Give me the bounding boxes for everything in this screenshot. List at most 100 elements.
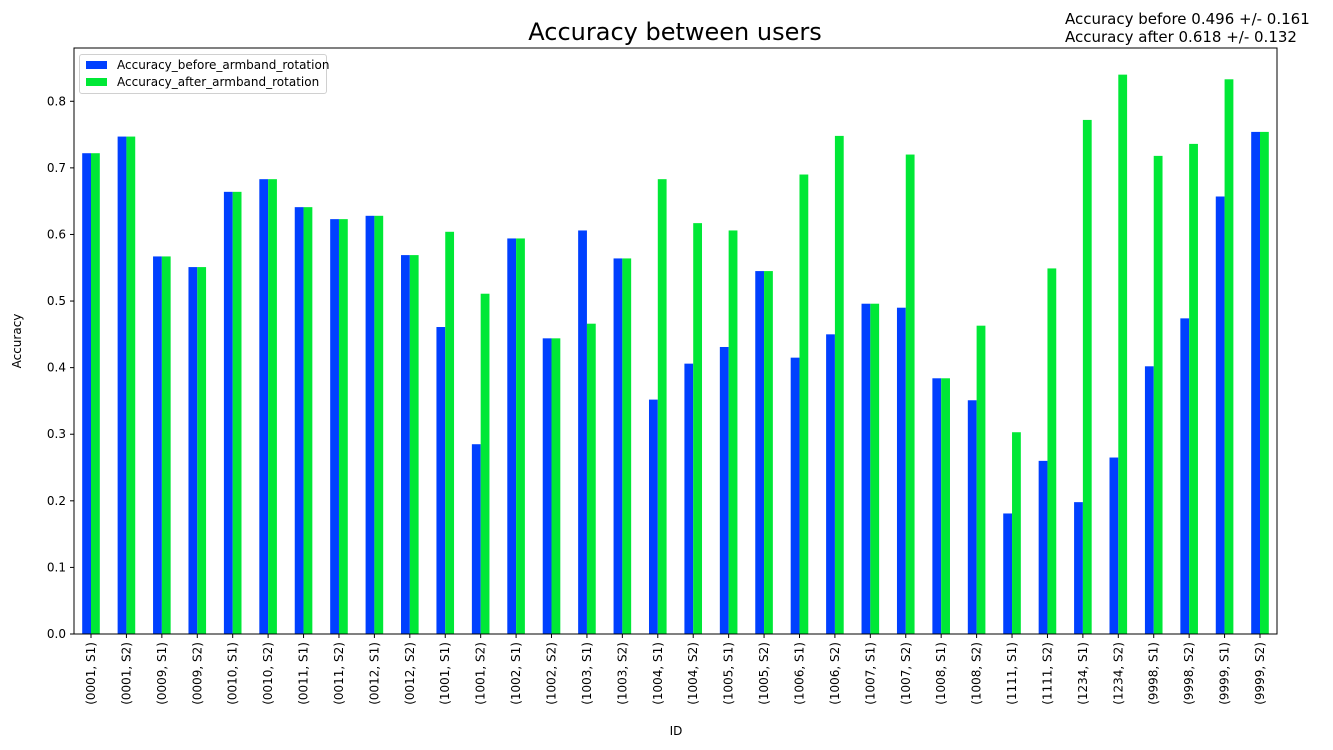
x-tick-label: (9999, S1): [1218, 642, 1232, 705]
bar-before-13: [542, 338, 552, 634]
chart-legend: Accuracy_before_armband_rotation Accurac…: [79, 54, 330, 94]
bar-after-33: [1260, 131, 1269, 634]
bar-before-10: [436, 327, 446, 634]
bar-after-11: [480, 293, 490, 634]
bar-before-24: [932, 378, 942, 634]
accuracy-stats: Accuracy before 0.496 +/- 0.161 Accuracy…: [1065, 10, 1310, 46]
legend-item-after: Accuracy_after_armband_rotation: [86, 74, 319, 90]
x-tick-label: (1001, S1): [438, 642, 452, 705]
x-tick-label: (0011, S1): [297, 642, 311, 705]
bar-before-16: [648, 399, 658, 634]
bar-before-2: [153, 256, 162, 634]
x-axis-label: ID: [670, 724, 683, 738]
bar-before-1: [117, 136, 127, 634]
bar-before-8: [365, 215, 375, 634]
chart-title: Accuracy between users: [528, 18, 822, 46]
x-tick-label: (0011, S2): [332, 642, 346, 705]
bar-before-23: [896, 307, 906, 634]
x-tick-label: (1234, S2): [1111, 642, 1125, 705]
bar-after-3: [197, 267, 207, 634]
bar-after-4: [232, 191, 242, 634]
y-tick-label: 0.1: [47, 560, 66, 574]
bar-after-15: [622, 258, 632, 634]
bar-after-24: [941, 378, 950, 634]
bar-before-27: [1038, 460, 1048, 634]
x-tick-label: (1111, S1): [1005, 642, 1019, 705]
bar-before-25: [967, 400, 977, 634]
bar-after-31: [1189, 143, 1198, 634]
bar-before-32: [1215, 196, 1225, 634]
bar-before-21: [826, 334, 835, 634]
bar-before-0: [82, 153, 91, 634]
x-tick-label: (1004, S1): [651, 642, 665, 705]
bars-group: [82, 74, 1269, 635]
legend-swatch-before: [86, 61, 107, 69]
x-tick-label: (1007, S2): [899, 642, 913, 705]
accuracy-after-stat: Accuracy after 0.618 +/- 0.132: [1065, 28, 1297, 46]
x-tick-label: (0009, S1): [155, 642, 169, 705]
plot-frame: [73, 47, 1278, 635]
bar-before-28: [1074, 502, 1083, 634]
x-tick-label: (1003, S1): [580, 642, 594, 705]
bar-after-14: [586, 323, 596, 634]
bar-before-12: [507, 238, 517, 634]
bar-before-7: [330, 219, 339, 634]
y-tick-label: 0.4: [47, 361, 66, 375]
y-tick-label: 0.8: [47, 94, 66, 108]
bar-after-19: [764, 271, 773, 634]
bar-after-10: [445, 231, 455, 635]
y-axis-ticks: 0.0 0.1 0.2 0.3 0.4 0.5 0.6 0.7 0.8: [47, 94, 74, 641]
legend-label-before: Accuracy_before_armband_rotation: [117, 58, 330, 72]
bar-before-3: [188, 267, 198, 634]
x-tick-label: (9998, S1): [1147, 642, 1161, 705]
bar-after-12: [516, 238, 525, 634]
bar-after-8: [374, 215, 384, 634]
bar-before-17: [684, 363, 694, 634]
bar-before-15: [613, 258, 623, 634]
bar-before-5: [259, 179, 269, 634]
bar-before-20: [790, 357, 800, 634]
x-tick-label: (1005, S1): [722, 642, 736, 705]
x-tick-label: (1111, S2): [1040, 642, 1054, 705]
bar-after-28: [1082, 119, 1092, 635]
x-tick-label: (1002, S1): [509, 642, 523, 705]
x-tick-label: (1006, S2): [828, 642, 842, 705]
x-tick-label: (1234, S1): [1076, 642, 1090, 705]
bar-after-6: [303, 207, 313, 634]
bar-after-32: [1224, 79, 1234, 635]
bar-after-2: [161, 256, 171, 634]
bar-after-17: [693, 223, 703, 634]
legend-swatch-after: [86, 78, 107, 86]
bar-before-22: [861, 303, 871, 634]
x-tick-label: (1003, S2): [615, 642, 629, 705]
x-tick-label: (0009, S2): [190, 642, 204, 705]
x-tick-label: (1008, S1): [934, 642, 948, 705]
x-tick-label: (0001, S1): [84, 642, 98, 705]
bar-after-22: [870, 303, 880, 634]
y-tick-label: 0.0: [47, 627, 66, 641]
legend-label-after: Accuracy_after_armband_rotation: [117, 75, 320, 89]
bar-after-16: [657, 179, 667, 634]
bar-before-29: [1109, 457, 1119, 634]
bar-before-19: [755, 271, 765, 634]
y-axis-label: Accuracy: [10, 314, 24, 369]
bar-after-5: [268, 179, 277, 634]
bar-after-26: [1012, 432, 1021, 634]
x-tick-label: (1002, S2): [545, 642, 559, 705]
x-tick-label: (1005, S2): [757, 642, 771, 705]
bar-after-27: [1047, 268, 1057, 634]
bar-before-14: [578, 230, 587, 634]
x-tick-label: (9998, S2): [1182, 642, 1196, 705]
bar-before-18: [719, 346, 729, 634]
bar-before-11: [471, 444, 481, 634]
bar-before-26: [1003, 513, 1013, 634]
bar-after-30: [1153, 155, 1163, 634]
y-tick-label: 0.2: [47, 494, 66, 508]
bar-after-21: [834, 135, 844, 634]
x-tick-label: (1008, S2): [970, 642, 984, 705]
bar-before-30: [1144, 366, 1154, 634]
bar-after-25: [976, 325, 986, 634]
y-tick-label: 0.3: [47, 427, 66, 441]
bar-before-33: [1251, 131, 1260, 634]
